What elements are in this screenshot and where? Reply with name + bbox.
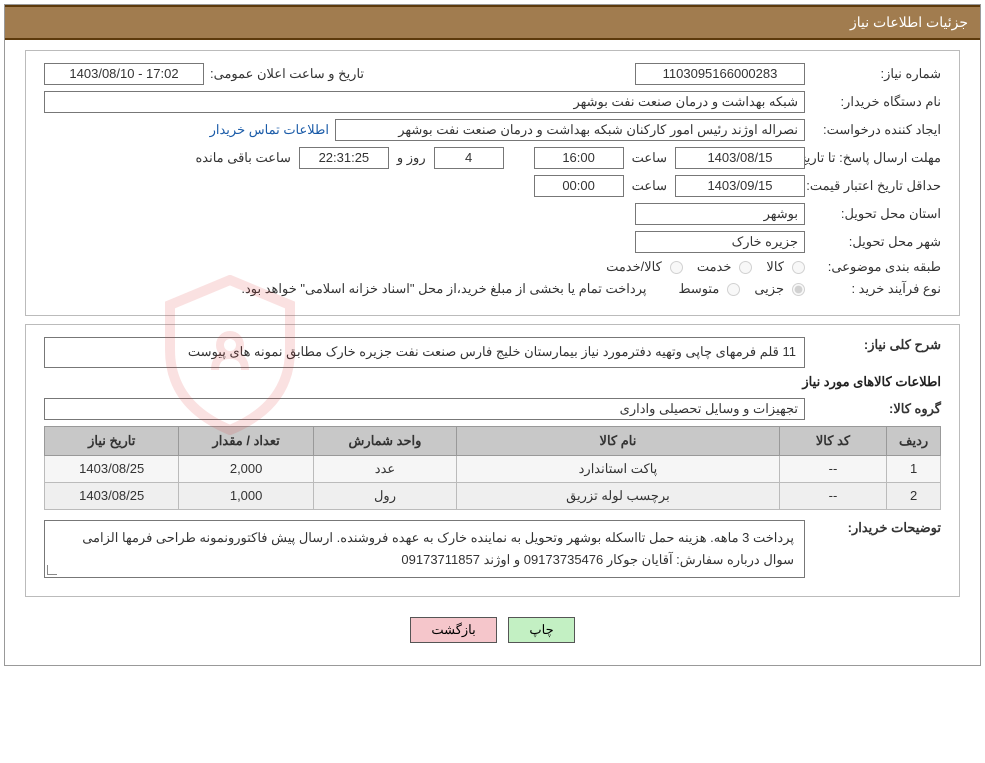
- resize-handle-icon[interactable]: [47, 565, 57, 575]
- reply-deadline-label: مهلت ارسال پاسخ: تا تاریخ:: [811, 150, 941, 167]
- items-table: ردیفکد کالانام کالاواحد شمارشتعداد / مقد…: [44, 426, 941, 510]
- city-label: شهر محل تحویل:: [811, 234, 941, 250]
- table-header-cell: تاریخ نیاز: [45, 426, 179, 455]
- details-section: شماره نیاز: 1103095166000283 تاریخ و ساع…: [25, 50, 960, 316]
- table-header-cell: ردیف: [887, 426, 941, 455]
- days-remaining: 4: [434, 147, 504, 169]
- reply-time: 16:00: [534, 147, 624, 169]
- desc-label: شرح کلی نیاز:: [811, 337, 941, 353]
- time-label-1: ساعت: [632, 150, 667, 166]
- notes-value: پرداخت 3 ماهه. هزینه حمل تااسکله بوشهر و…: [44, 520, 805, 578]
- province-value: بوشهر: [635, 203, 805, 225]
- row-city: شهر محل تحویل: جزیره خارک: [44, 231, 941, 253]
- row-reply-deadline: مهلت ارسال پاسخ: تا تاریخ: 1403/08/15 سا…: [44, 147, 941, 169]
- announce-value: 17:02 - 1403/08/10: [44, 63, 204, 85]
- reply-date: 1403/08/15: [675, 147, 805, 169]
- table-cell: 1: [887, 455, 941, 482]
- time-label-2: ساعت: [632, 178, 667, 194]
- radio-minor-input[interactable]: [792, 283, 805, 296]
- header-bar: جزئیات اطلاعات نیاز: [5, 5, 980, 40]
- proc-type-label: نوع فرآیند خرید :: [811, 281, 941, 297]
- radio-service[interactable]: خدمت: [697, 259, 753, 275]
- buyer-contact-link[interactable]: اطلاعات تماس خریدار: [210, 122, 329, 138]
- description-section: شرح کلی نیاز: 11 قلم فرمهای چاپی وتهیه د…: [25, 324, 960, 597]
- table-cell: 1403/08/25: [45, 455, 179, 482]
- content-area: شماره نیاز: 1103095166000283 تاریخ و ساع…: [5, 40, 980, 665]
- validity-time: 00:00: [534, 175, 624, 197]
- row-description: شرح کلی نیاز: 11 قلم فرمهای چاپی وتهیه د…: [44, 337, 941, 368]
- requester-value: نصراله اوژند رئیس امور کارکنان شبکه بهدا…: [335, 119, 805, 141]
- table-header-cell: واحد شمارش: [313, 426, 456, 455]
- row-proc-type: نوع فرآیند خرید : جزیی متوسط پرداخت تمام…: [44, 281, 941, 297]
- announce-label: تاریخ و ساعت اعلان عمومی:: [210, 66, 364, 82]
- need-number-label: شماره نیاز:: [811, 66, 941, 82]
- table-cell: 1403/08/25: [45, 482, 179, 509]
- province-label: استان محل تحویل:: [811, 206, 941, 222]
- table-cell: 2: [887, 482, 941, 509]
- table-cell: --: [779, 482, 887, 509]
- row-classification: طبقه بندی موضوعی: کالا خدمت کالا/خدمت: [44, 259, 941, 275]
- print-button[interactable]: چاپ: [508, 617, 574, 643]
- table-cell: 2,000: [179, 455, 313, 482]
- need-number-value: 1103095166000283: [635, 63, 805, 85]
- table-header-cell: نام کالا: [457, 426, 780, 455]
- row-province: استان محل تحویل: بوشهر: [44, 203, 941, 225]
- notes-label: توضیحات خریدار:: [811, 520, 941, 536]
- radio-goods[interactable]: کالا: [766, 259, 805, 275]
- desc-value: 11 قلم فرمهای چاپی وتهیه دفترمورد نیاز ب…: [44, 337, 805, 368]
- city-value: جزیره خارک: [635, 231, 805, 253]
- row-notes: توضیحات خریدار: پرداخت 3 ماهه. هزینه حمل…: [44, 520, 941, 578]
- radio-service-input[interactable]: [739, 261, 752, 274]
- page-title: جزئیات اطلاعات نیاز: [850, 14, 968, 30]
- table-header-cell: کد کالا: [779, 426, 887, 455]
- table-header-cell: تعداد / مقدار: [179, 426, 313, 455]
- radio-medium[interactable]: متوسط: [678, 281, 740, 297]
- hms-remaining: 22:31:25: [299, 147, 389, 169]
- table-cell: عدد: [313, 455, 456, 482]
- radio-minor[interactable]: جزیی: [754, 281, 805, 297]
- table-cell: 1,000: [179, 482, 313, 509]
- radio-goods-service[interactable]: کالا/خدمت: [606, 259, 683, 275]
- remaining-suffix: ساعت باقی مانده: [195, 150, 290, 166]
- table-cell: برچسب لوله تزریق: [457, 482, 780, 509]
- group-value: تجهیزات و وسایل تحصیلی واداری: [44, 398, 805, 420]
- radio-goods-service-input[interactable]: [670, 261, 683, 274]
- back-button[interactable]: بازگشت: [410, 617, 496, 643]
- buyer-label: نام دستگاه خریدار:: [811, 94, 941, 110]
- validity-label: حداقل تاریخ اعتبار قیمت: تا تاریخ:: [811, 178, 941, 195]
- classification-label: طبقه بندی موضوعی:: [811, 259, 941, 275]
- table-cell: --: [779, 455, 887, 482]
- table-row: 2--برچسب لوله تزریقرول1,0001403/08/25: [45, 482, 941, 509]
- proc-note: پرداخت تمام یا بخشی از مبلغ خرید،از محل …: [241, 281, 646, 297]
- buyer-value: شبکه بهداشت و درمان صنعت نفت بوشهر: [44, 91, 805, 113]
- table-head: ردیفکد کالانام کالاواحد شمارشتعداد / مقد…: [45, 426, 941, 455]
- requester-label: ایجاد کننده درخواست:: [811, 122, 941, 138]
- items-header: اطلاعات کالاهای مورد نیاز: [44, 374, 941, 390]
- row-requester: ایجاد کننده درخواست: نصراله اوژند رئیس ا…: [44, 119, 941, 141]
- table-body: 1--پاکت استانداردعدد2,0001403/08/252--بر…: [45, 455, 941, 509]
- row-validity: حداقل تاریخ اعتبار قیمت: تا تاریخ: 1403/…: [44, 175, 941, 197]
- table-row: 1--پاکت استانداردعدد2,0001403/08/25: [45, 455, 941, 482]
- row-buyer: نام دستگاه خریدار: شبکه بهداشت و درمان ص…: [44, 91, 941, 113]
- row-need-number: شماره نیاز: 1103095166000283 تاریخ و ساع…: [44, 63, 941, 85]
- table-cell: رول: [313, 482, 456, 509]
- validity-date: 1403/09/15: [675, 175, 805, 197]
- radio-medium-input[interactable]: [727, 283, 740, 296]
- button-bar: چاپ بازگشت: [25, 605, 960, 655]
- group-label: گروه کالا:: [811, 401, 941, 417]
- table-cell: پاکت استاندارد: [457, 455, 780, 482]
- row-group: گروه کالا: تجهیزات و وسایل تحصیلی واداری: [44, 398, 941, 420]
- radio-goods-input[interactable]: [792, 261, 805, 274]
- page-container: جزئیات اطلاعات نیاز شماره نیاز: 11030951…: [4, 4, 981, 666]
- days-word: روز و: [397, 150, 426, 166]
